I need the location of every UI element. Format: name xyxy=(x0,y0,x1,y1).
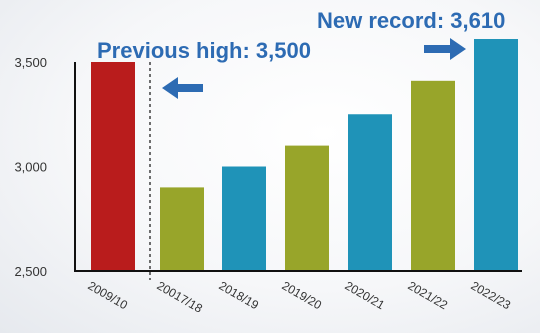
arrow-right-icon xyxy=(424,38,466,60)
new-record-annotation: New record: 3,610 xyxy=(317,8,505,33)
bars xyxy=(91,39,518,272)
y-tick-label: 3,500 xyxy=(14,55,47,70)
x-tick-label: 2009/10 xyxy=(86,278,131,312)
bar-2019-20 xyxy=(285,145,329,271)
bar-2009-10 xyxy=(91,62,135,271)
x-tick-label: 2020/21 xyxy=(343,278,388,312)
y-tick-label: 2,500 xyxy=(14,264,47,279)
y-tick-label: 3,000 xyxy=(14,160,47,175)
x-tick-label: 2019/20 xyxy=(280,278,325,312)
arrow-left-icon xyxy=(162,77,203,99)
previous-high-annotation: Previous high: 3,500 xyxy=(97,38,311,63)
bar-2018-19 xyxy=(222,166,266,271)
bar-20017-18 xyxy=(160,187,204,271)
bar-2022-23 xyxy=(474,39,518,272)
bar-2021-22 xyxy=(411,80,455,271)
bar-2020-21 xyxy=(348,114,392,271)
x-tick-label: 2021/22 xyxy=(406,278,451,312)
x-axis-ticks: 2009/10 20017/18 2018/19 2019/20 2020/21 2021… xyxy=(86,278,514,315)
x-tick-label: 2018/19 xyxy=(217,278,262,312)
x-tick-label: 2022/23 xyxy=(469,278,514,312)
y-axis-ticks: 2,500 3,000 3,500 xyxy=(14,55,47,279)
x-tick-label: 20017/18 xyxy=(155,278,206,315)
